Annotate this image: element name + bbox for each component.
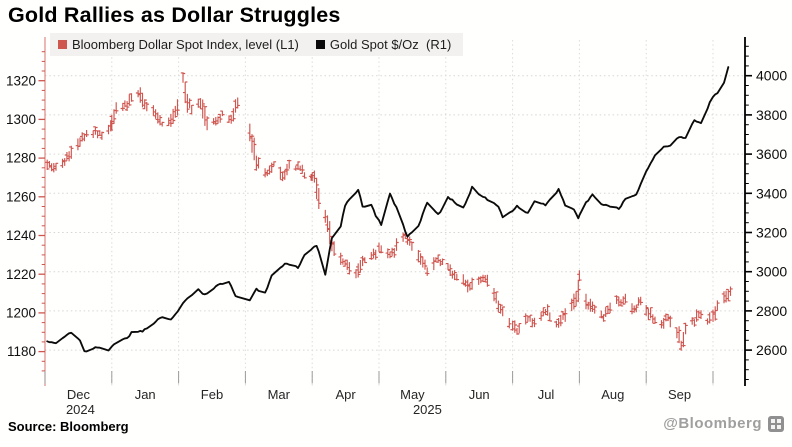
month-label: Aug [601,387,624,402]
year-label: 2024 [66,402,95,417]
month-label: Jun [469,387,490,402]
right-axis-tick-label: 3000 [756,264,787,280]
month-label: Mar [268,387,291,402]
watermark-logo-icon [768,415,784,432]
legend-label-dollar-index: Bloomberg Dollar Spot Index, level (L1) [72,37,299,52]
month-label: Jan [135,387,156,402]
right-axis-tick-label: 2800 [756,303,787,319]
right-axis-tick-label: 3400 [756,185,787,201]
left-axis-tick-label: 1300 [6,112,36,127]
legend-label-gold-spot: Gold Spot $/Oz (R1) [329,37,452,52]
left-axis-tick-label: 1200 [6,306,36,321]
month-label: Dec [67,387,91,402]
right-axis-tick-label: 3600 [756,146,787,162]
left-axis-tick-label: 1180 [7,344,36,359]
year-label: 2025 [413,402,442,417]
source-label: Source: Bloomberg [8,419,129,434]
left-axis-tick-label: 1220 [6,267,36,282]
left-axis-tick-label: 1240 [6,228,36,243]
left-axis-tick-label: 1320 [6,73,36,88]
watermark: @Bloomberg [663,415,784,432]
left-axis-tick-label: 1280 [6,151,36,166]
watermark-text: @Bloomberg [663,415,762,432]
left-axis-tick-label: 1260 [6,189,36,204]
right-axis-tick-label: 3800 [756,107,787,123]
month-label: Sep [668,387,691,402]
month-label: May [400,387,425,402]
legend-item-dollar-index: Bloomberg Dollar Spot Index, level (L1) [58,37,299,52]
right-axis-tick-label: 3200 [756,225,787,241]
dollar-index-bars [45,72,733,351]
right-axis-tick-label: 4000 [756,68,787,84]
month-label: Jul [538,387,555,402]
legend-item-gold-spot: Gold Spot $/Oz (R1) [315,37,452,52]
chart-title: Gold Rallies as Dollar Struggles [8,3,341,27]
gold-spot-swatch-icon [315,40,325,49]
right-axis-tick-label: 2600 [756,342,787,358]
month-label: Apr [335,387,356,402]
dollar-index-swatch-icon [58,40,67,49]
legend: Bloomberg Dollar Spot Index, level (L1) … [50,33,464,56]
gold-line [46,66,730,353]
month-label: Feb [201,387,223,402]
